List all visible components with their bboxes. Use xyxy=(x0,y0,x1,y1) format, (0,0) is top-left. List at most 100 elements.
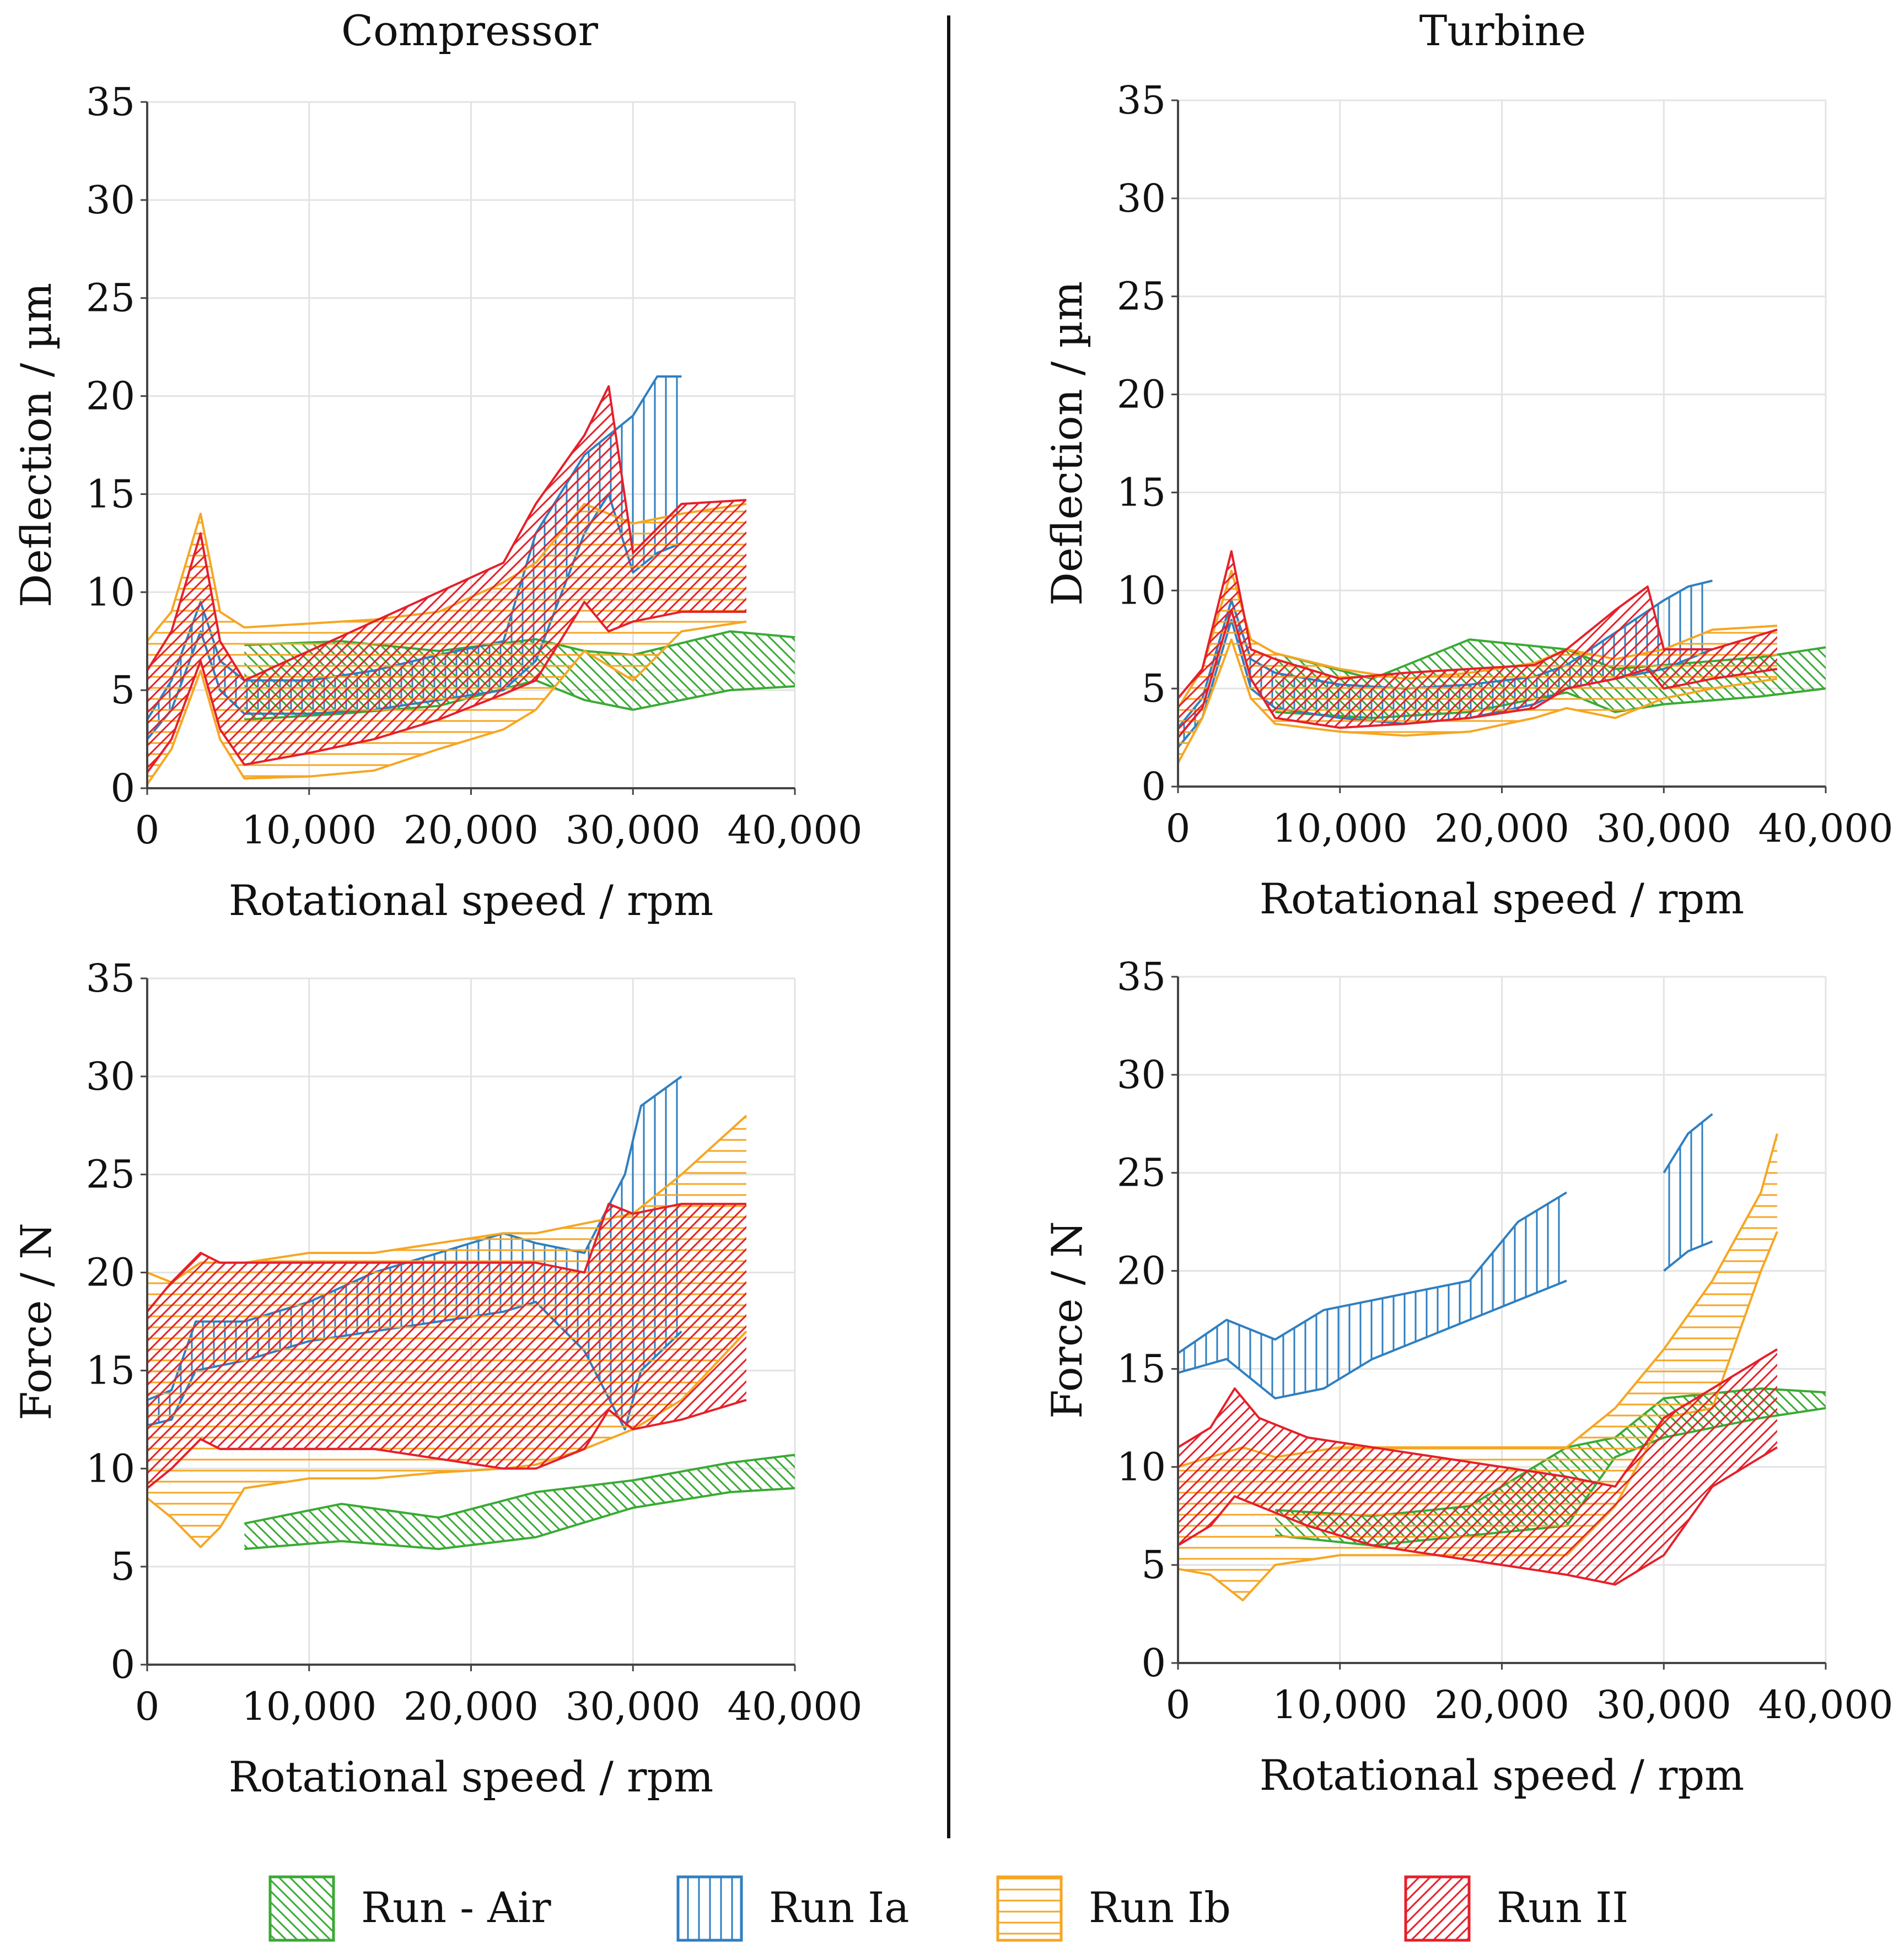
y-tick-label: 0 xyxy=(110,1642,135,1687)
series-upper-line xyxy=(1663,1113,1713,1174)
y-tick-label: 0 xyxy=(1141,764,1166,809)
x-tick-label: 20,000 xyxy=(404,808,539,853)
x-tick-label: 10,000 xyxy=(241,808,377,853)
series-band-run-ii xyxy=(147,386,746,773)
y-tick-label: 15 xyxy=(86,1348,135,1393)
y-axis-label: Force / N xyxy=(12,1223,61,1420)
y-tick-label: 0 xyxy=(110,766,135,811)
x-tick-label: 0 xyxy=(135,808,160,853)
y-tick-label: 20 xyxy=(1117,1248,1166,1294)
y-tick-label: 35 xyxy=(1117,78,1166,123)
y-tick-label: 15 xyxy=(86,471,135,516)
x-tick-label: 30,000 xyxy=(1596,806,1731,851)
x-tick-label: 20,000 xyxy=(1434,806,1569,851)
y-tick-label: 35 xyxy=(1117,954,1166,999)
x-axis-label: Rotational speed / rpm xyxy=(229,1752,713,1801)
x-tick-label: 40,000 xyxy=(1758,806,1894,851)
x-tick-label: 0 xyxy=(135,1684,160,1729)
x-tick-label: 30,000 xyxy=(566,808,701,853)
series-lower-line xyxy=(1663,1240,1713,1272)
x-tick-label: 10,000 xyxy=(1272,1682,1407,1727)
series-upper-line xyxy=(244,1454,795,1525)
y-tick-label: 10 xyxy=(86,569,135,615)
series-upper-line xyxy=(1177,1191,1568,1354)
chart-compressor-force: 0 5 10 15 20 25 30 35 0 10,000 20,000 30,000 40,000 R… xyxy=(12,956,862,1801)
y-tick-label: 15 xyxy=(1117,1346,1166,1391)
series-upper-line xyxy=(1177,550,1778,699)
legend-swatch-run-ia xyxy=(676,1875,743,1942)
y-tick-label: 5 xyxy=(110,1544,135,1589)
x-tick-label: 30,000 xyxy=(566,1684,701,1729)
series-upper-line xyxy=(146,385,747,682)
legend-label-run-ia: Run Ia xyxy=(769,1883,910,1932)
x-tick-label: 0 xyxy=(1166,1682,1191,1727)
y-tick-label: 30 xyxy=(1117,1052,1166,1097)
series-lower-line xyxy=(146,601,746,773)
y-tick-label: 5 xyxy=(110,668,135,713)
y-tick-label: 30 xyxy=(86,177,135,223)
y-tick-label: 35 xyxy=(86,956,135,1001)
chart-turbine-deflection: 0 5 10 15 20 25 30 35 0 10,000 20,000 30,000 40,000 R… xyxy=(1042,78,1893,923)
y-tick-label: 5 xyxy=(1141,1542,1166,1587)
y-axis-label: Deflection / µm xyxy=(12,283,61,607)
chart-compressor-deflection: 0 5 10 15 20 25 30 35 0 10,000 20,000 30,000 40,000 R… xyxy=(12,79,862,925)
series-lower-line xyxy=(1177,1279,1567,1400)
series-lower-line xyxy=(1177,1446,1778,1586)
series-upper-line xyxy=(146,1203,746,1312)
x-tick-label: 10,000 xyxy=(1272,806,1407,851)
series-band-run-ii xyxy=(1178,1349,1777,1585)
legend-swatch-run-ib xyxy=(996,1875,1063,1942)
chart-panels: 0 5 10 15 20 25 30 35 0 10,000 20,000 30,000 40,000 R… xyxy=(12,78,1893,1801)
series-lower-line xyxy=(244,1487,795,1551)
x-axis-label: Rotational speed / rpm xyxy=(1260,1751,1744,1800)
y-tick-label: 15 xyxy=(1117,470,1166,515)
y-tick-label: 20 xyxy=(86,374,135,419)
legend: Run - Air Run Ia Run Ib Run II xyxy=(268,1875,1628,1942)
x-tick-label: 40,000 xyxy=(728,808,863,853)
legend-swatch-run-air xyxy=(268,1875,335,1942)
y-tick-label: 25 xyxy=(1117,274,1166,319)
y-tick-label: 10 xyxy=(1117,1444,1166,1489)
x-axis-label: Rotational speed / rpm xyxy=(1260,874,1744,923)
y-tick-label: 20 xyxy=(1117,372,1166,417)
x-tick-label: 0 xyxy=(1166,806,1191,851)
legend-label-run-ii: Run II xyxy=(1497,1883,1628,1932)
y-tick-label: 25 xyxy=(86,1152,135,1197)
y-axis-label: Force / N xyxy=(1042,1221,1091,1419)
y-tick-label: 0 xyxy=(1141,1640,1166,1686)
series-band-run-ii xyxy=(147,1204,746,1488)
x-tick-label: 20,000 xyxy=(1434,1682,1569,1727)
series-lower-line xyxy=(146,1398,747,1489)
x-tick-label: 20,000 xyxy=(404,1684,539,1729)
x-tick-label: 10,000 xyxy=(241,1684,377,1729)
y-tick-label: 35 xyxy=(86,79,135,125)
x-tick-label: 40,000 xyxy=(728,1684,863,1729)
y-tick-label: 20 xyxy=(86,1250,135,1295)
chart-turbine-force: 0 5 10 15 20 25 30 35 0 10,000 20,000 30,000 40,000 R… xyxy=(1042,954,1893,1800)
y-tick-label: 10 xyxy=(1117,568,1166,613)
y-tick-label: 10 xyxy=(86,1446,135,1491)
series-upper-line xyxy=(1177,1348,1778,1488)
y-tick-label: 30 xyxy=(86,1054,135,1099)
y-tick-label: 5 xyxy=(1141,666,1166,711)
y-tick-label: 25 xyxy=(86,276,135,321)
series-band-run-ia xyxy=(1178,1192,1567,1398)
x-tick-label: 40,000 xyxy=(1758,1682,1894,1727)
series-band-run-ii xyxy=(1178,551,1777,738)
x-axis-label: Rotational speed / rpm xyxy=(229,876,713,925)
series-lower-line xyxy=(146,1330,747,1548)
x-tick-label: 30,000 xyxy=(1596,1682,1731,1727)
series-band-run-air xyxy=(244,1455,795,1549)
series-lower-line xyxy=(1177,638,1778,764)
legend-label-run-air: Run - Air xyxy=(361,1883,551,1932)
y-axis-label: Deflection / µm xyxy=(1042,281,1091,606)
series-band-run-ia xyxy=(1664,1114,1713,1271)
series-lower-line xyxy=(1177,609,1778,739)
column-title-turbine: Turbine xyxy=(1419,6,1586,55)
legend-label-run-ib: Run Ib xyxy=(1089,1883,1231,1932)
y-tick-label: 25 xyxy=(1117,1150,1166,1196)
legend-swatch-run-ii xyxy=(1404,1875,1471,1942)
series-lower-line xyxy=(146,620,747,785)
column-title-compressor: Compressor xyxy=(341,6,599,55)
